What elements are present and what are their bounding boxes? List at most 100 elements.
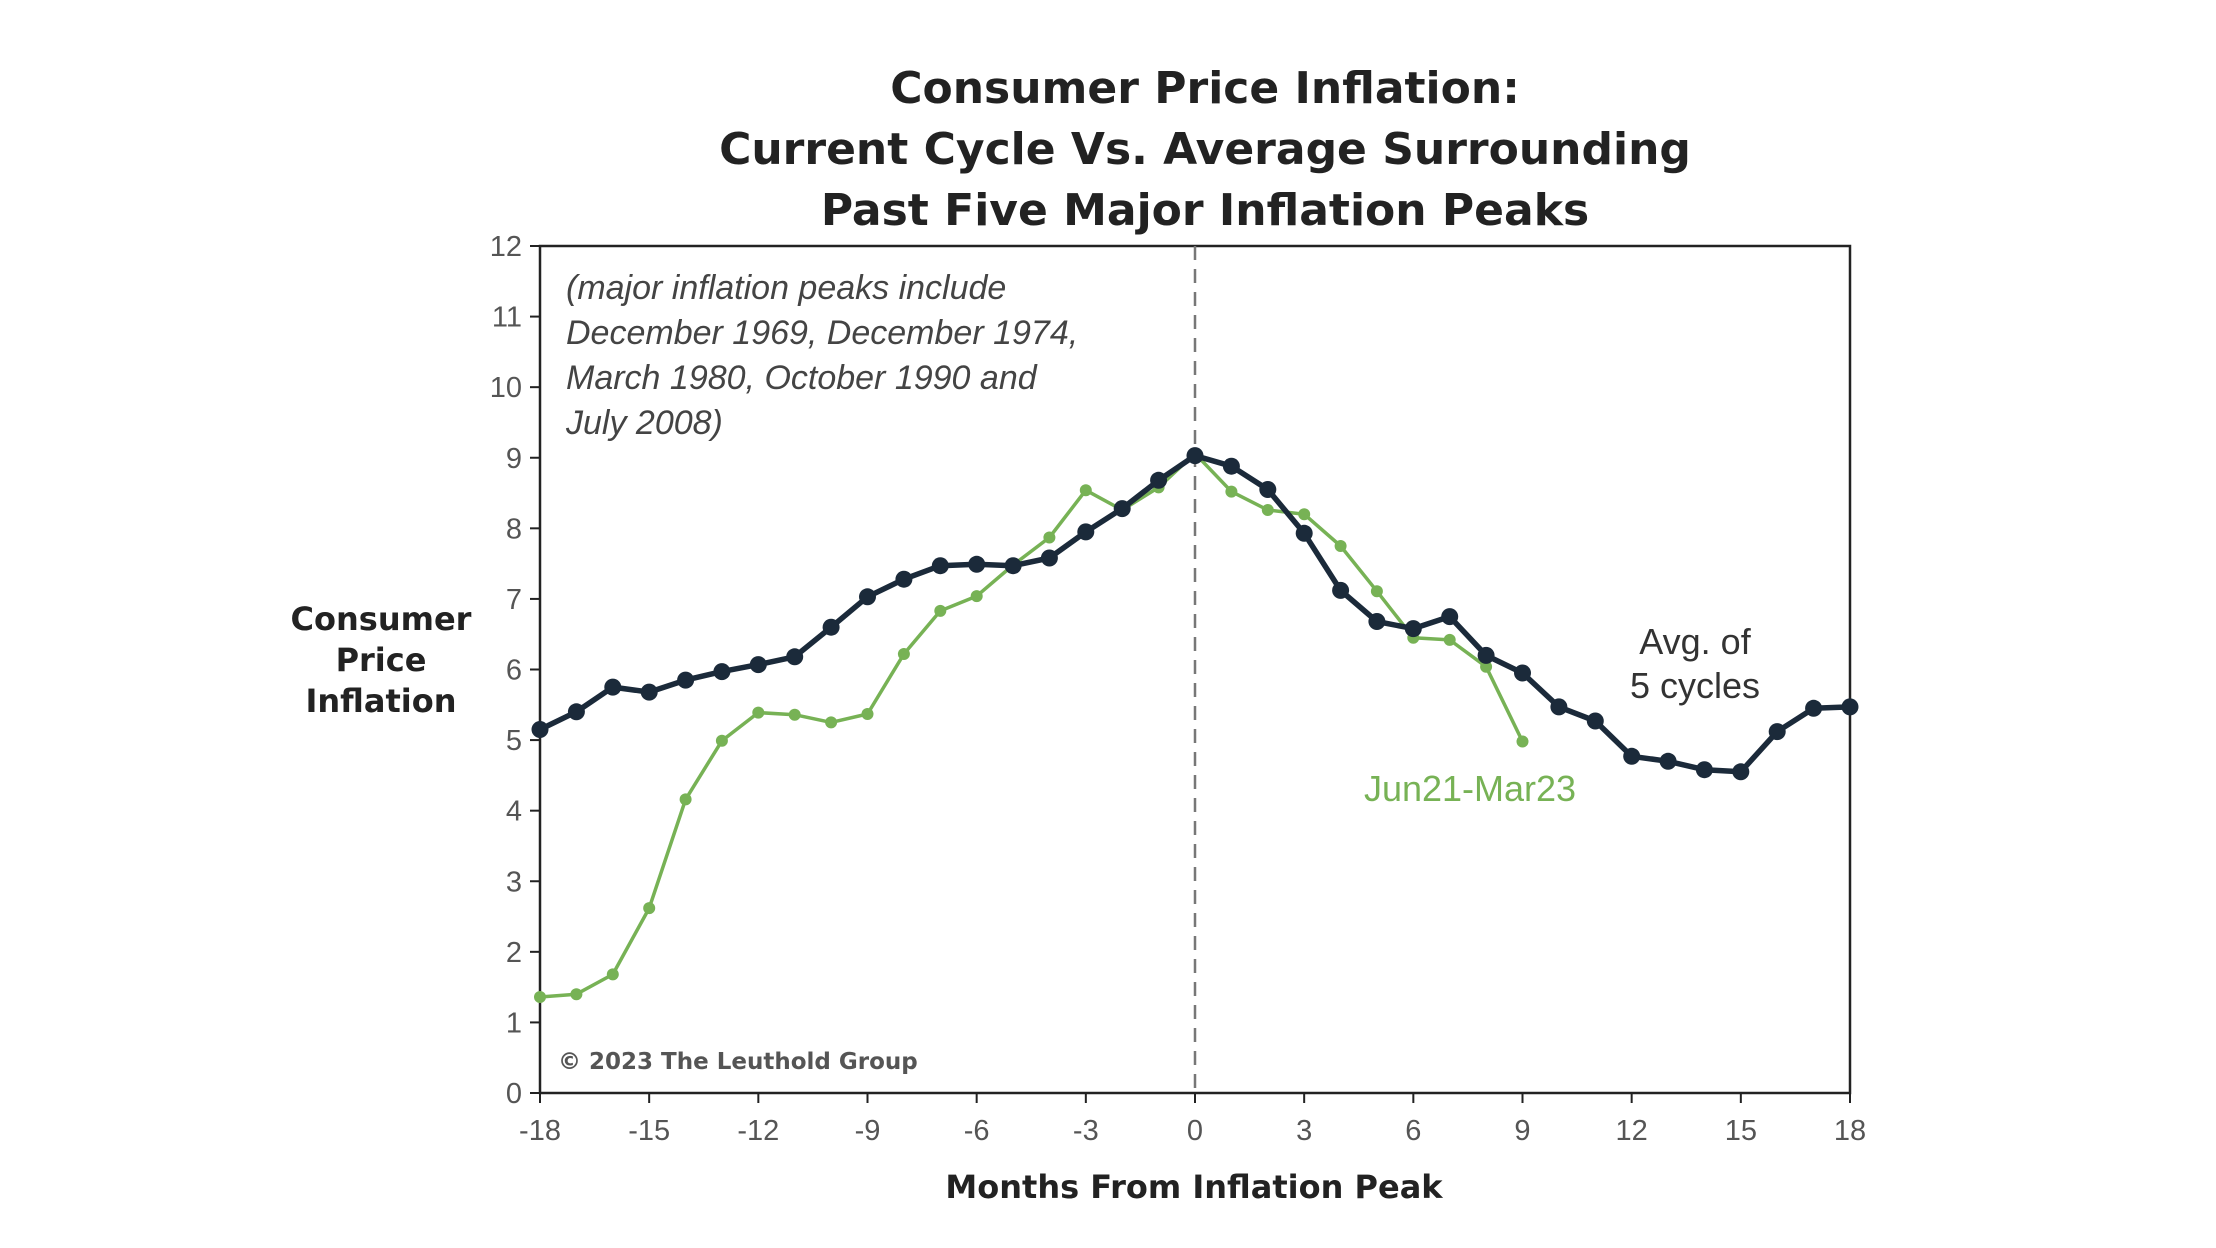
data-point-current-cycle: [1480, 660, 1493, 673]
data-point-current-cycle: [715, 734, 728, 747]
data-point-current-cycle: [970, 590, 983, 603]
data-point-avg-cycles: [1332, 581, 1350, 599]
data-point-avg-cycles: [1004, 557, 1022, 575]
copyright-notice: © 2023 The Leuthold Group: [558, 1049, 918, 1075]
data-point-current-cycle: [643, 902, 656, 915]
data-point-avg-cycles: [1404, 620, 1422, 638]
data-point-avg-cycles: [1623, 747, 1641, 765]
x-tick-label: -15: [628, 1115, 670, 1147]
data-point-current-cycle: [1370, 585, 1383, 598]
data-point-avg-cycles: [1659, 752, 1677, 770]
y-tick-label: 4: [506, 796, 522, 828]
data-point-current-cycle: [1443, 633, 1456, 646]
data-point-current-cycle: [1043, 531, 1056, 544]
data-point-current-cycle: [934, 604, 947, 617]
chart-title-line-2: Current Cycle Vs. Average Surrounding: [719, 124, 1691, 175]
data-point-avg-cycles: [1441, 608, 1459, 626]
avg-series-label-line-1: Avg. of: [1639, 621, 1751, 662]
data-point-avg-cycles: [1550, 698, 1568, 716]
x-axis-title: Months From Inflation Peak: [945, 1168, 1443, 1206]
data-point-avg-cycles: [1768, 723, 1786, 741]
series-layer: [531, 447, 1859, 1003]
x-tick-label: -12: [737, 1115, 779, 1147]
note-line-2: December 1969, December 1974,: [566, 314, 1078, 352]
data-point-avg-cycles: [567, 703, 585, 721]
data-point-avg-cycles: [1368, 613, 1386, 630]
data-point-avg-cycles: [749, 656, 767, 674]
x-tick-label: -3: [1073, 1115, 1099, 1147]
data-point-current-cycle: [1516, 735, 1529, 748]
y-tick-label: 8: [506, 513, 522, 545]
data-point-avg-cycles: [1150, 471, 1168, 489]
note-line-1: (major inflation peaks include: [566, 269, 1006, 307]
data-point-avg-cycles: [1077, 523, 1095, 541]
data-point-current-cycle: [606, 968, 619, 981]
data-point-current-cycle: [1261, 504, 1274, 516]
data-point-avg-cycles: [1841, 698, 1859, 716]
data-point-avg-cycles: [1514, 664, 1531, 682]
data-point-avg-cycles: [1695, 761, 1713, 779]
y-tick-label: 9: [506, 443, 522, 475]
data-point-avg-cycles: [1186, 447, 1204, 465]
y-axis-title-line-3: Inflation: [305, 682, 456, 720]
x-tick-label: -18: [519, 1115, 561, 1147]
chart-title-line-1: Consumer Price Inflation:: [890, 63, 1520, 114]
note-line-4: July 2008): [565, 404, 723, 442]
x-tick-label: 3: [1296, 1115, 1312, 1147]
series-avg-cycles: [531, 447, 1859, 781]
data-point-current-cycle: [1225, 485, 1238, 498]
data-point-avg-cycles: [968, 555, 986, 573]
data-point-current-cycle: [897, 648, 910, 660]
data-point-avg-cycles: [786, 648, 804, 666]
y-tick-label: 2: [506, 937, 522, 969]
data-point-avg-cycles: [1805, 699, 1823, 717]
y-axis-title: Consumer Price Inflation: [291, 600, 472, 720]
data-point-avg-cycles: [713, 663, 731, 681]
y-tick-label: 6: [506, 655, 522, 687]
chart-title-line-3: Past Five Major Inflation Peaks: [821, 185, 1589, 236]
data-point-avg-cycles: [1477, 646, 1495, 664]
x-axis-ticks: -18 -15 -12 -9 -6 -3 0 3 6 9 12 15 18: [519, 1093, 1866, 1147]
data-point-avg-cycles: [1222, 457, 1240, 475]
data-point-current-cycle: [679, 793, 692, 806]
data-point-avg-cycles: [895, 570, 913, 588]
data-point-avg-cycles: [1040, 549, 1058, 567]
data-point-avg-cycles: [931, 557, 949, 575]
data-point-avg-cycles: [677, 671, 695, 689]
note-line-3: March 1980, October 1990 and: [566, 359, 1038, 397]
y-tick-label: 10: [490, 372, 522, 404]
data-point-current-cycle: [825, 716, 838, 729]
data-point-avg-cycles: [1295, 524, 1313, 542]
y-tick-label: 0: [506, 1078, 522, 1110]
x-tick-label: 9: [1514, 1115, 1530, 1147]
data-point-current-cycle: [1079, 484, 1092, 497]
y-tick-label: 3: [506, 866, 522, 898]
x-tick-label: 15: [1725, 1115, 1757, 1147]
y-axis-title-line-2: Price: [336, 641, 427, 679]
data-point-avg-cycles: [640, 683, 658, 701]
y-tick-label: 7: [506, 584, 522, 616]
y-tick-label: 12: [490, 231, 522, 263]
data-point-avg-cycles: [1113, 500, 1131, 518]
data-point-avg-cycles: [1732, 763, 1750, 781]
y-tick-label: 1: [506, 1007, 522, 1039]
avg-series-label: Avg. of 5 cycles: [1630, 621, 1760, 706]
data-point-avg-cycles: [531, 721, 549, 738]
data-point-current-cycle: [1298, 508, 1311, 521]
series-line-current-cycle: [539, 451, 1525, 999]
peaks-note: (major inflation peaks include December …: [565, 269, 1078, 442]
y-tick-label: 5: [506, 725, 522, 757]
y-axis-title-line-1: Consumer: [291, 600, 472, 638]
x-tick-label: -9: [855, 1115, 881, 1147]
x-tick-label: 18: [1834, 1115, 1866, 1147]
data-point-avg-cycles: [822, 618, 840, 636]
data-point-avg-cycles: [1259, 481, 1277, 498]
x-tick-label: -6: [964, 1115, 990, 1147]
chart-title: Consumer Price Inflation: Current Cycle …: [719, 63, 1691, 236]
data-point-current-cycle: [1334, 540, 1347, 552]
data-point-current-cycle: [570, 988, 583, 1001]
